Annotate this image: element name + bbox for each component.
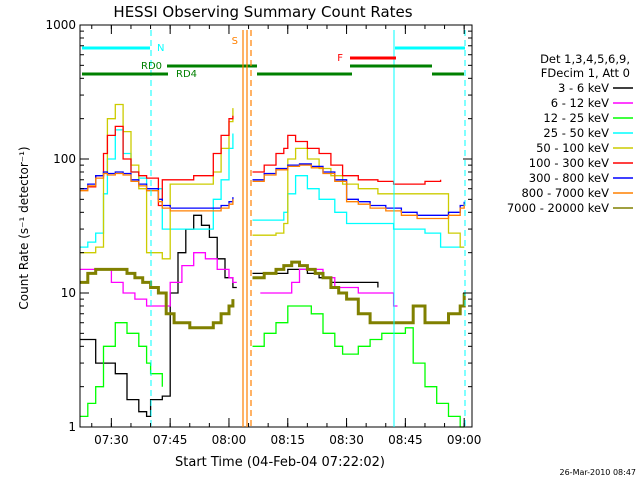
marker-label: F bbox=[337, 53, 343, 64]
plot-area bbox=[80, 103, 466, 428]
x-tick-label: 08:30 bbox=[329, 433, 364, 447]
legend-entry-label: 7000 - 20000 keV bbox=[507, 201, 609, 215]
marker-label: RD4 bbox=[176, 69, 197, 80]
chart-title: HESSI Observing Summary Count Rates bbox=[113, 3, 412, 21]
y-tick-label: 10 bbox=[61, 286, 76, 300]
legend-entry-label: 100 - 300 keV bbox=[529, 156, 609, 170]
legend-entry-label: 3 - 6 keV bbox=[558, 81, 609, 95]
series-line bbox=[80, 164, 465, 220]
series-line bbox=[80, 129, 465, 248]
x-tick-label: 07:45 bbox=[153, 433, 188, 447]
marker-label: N bbox=[157, 43, 164, 54]
marker-label: RD0 bbox=[141, 61, 162, 72]
series-line bbox=[80, 214, 379, 418]
x-tick-label: 07:30 bbox=[94, 433, 129, 447]
y-axis-title: Count Rate (s⁻¹ detector⁻¹) bbox=[17, 146, 31, 309]
marker-label: S bbox=[232, 36, 238, 47]
x-tick-label: 08:15 bbox=[270, 433, 305, 447]
legend-entry-label: 800 - 7000 keV bbox=[521, 186, 609, 200]
series-line bbox=[80, 115, 442, 207]
legend-entry-label: 6 - 12 keV bbox=[551, 96, 609, 110]
y-tick-label: 1000 bbox=[45, 18, 76, 32]
legend-header: FDecim 1, Att 0 bbox=[541, 66, 630, 80]
footer-timestamp: 26-Mar-2010 08:47 bbox=[560, 468, 637, 477]
axis-layer: 1 10 100 1000 07:30 07:45 08:00 08:15 08:30 08:45… bbox=[45, 18, 481, 447]
legend-entry-label: 300 - 800 keV bbox=[529, 171, 609, 185]
annotation-layer: N RD0 RD4 S F bbox=[82, 30, 466, 427]
x-tick-label: 08:45 bbox=[388, 433, 423, 447]
legend-header: Det 1,3,4,5,6,9, bbox=[540, 52, 630, 66]
legend-entry-label: 25 - 50 keV bbox=[543, 126, 609, 140]
y-tick-label: 1 bbox=[68, 420, 76, 434]
plot-frame bbox=[79, 24, 473, 428]
y-tick-label: 100 bbox=[53, 152, 76, 166]
legend-entry-label: 12 - 25 keV bbox=[543, 111, 609, 125]
series-line bbox=[80, 260, 466, 330]
x-tick-label: 09:00 bbox=[447, 433, 482, 447]
x-axis-title: Start Time (04-Feb-04 07:22:02) bbox=[175, 455, 385, 470]
series-line bbox=[80, 252, 398, 307]
x-tick-label: 08:00 bbox=[212, 433, 247, 447]
legend: Det 1,3,4,5,6,9,FDecim 1, Att 03 - 6 keV… bbox=[507, 52, 633, 215]
legend-entry-label: 50 - 100 keV bbox=[536, 141, 609, 155]
